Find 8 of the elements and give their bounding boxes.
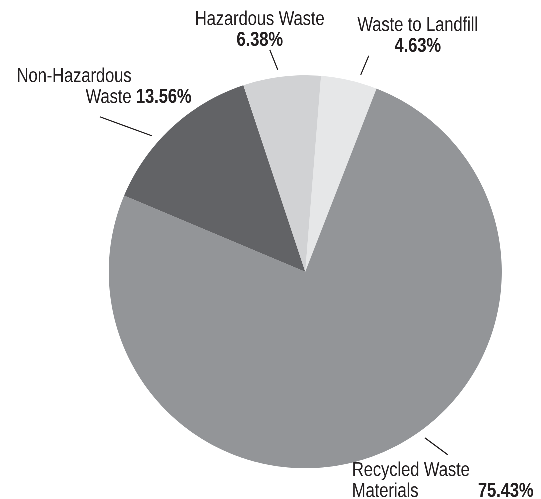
data-label: 75.43% [478,483,534,498]
slice-label: Hazardous Waste [196,10,324,26]
slice-label: Non-Hazardous Waste [18,68,132,104]
data-label: 13.56% [137,89,192,104]
data-label: 6.38% [237,32,283,46]
slice-label: Waste to Landfill [358,16,478,32]
slice-label: Recycled Waste Materials [354,462,470,498]
data-label: 4.63% [395,38,441,52]
